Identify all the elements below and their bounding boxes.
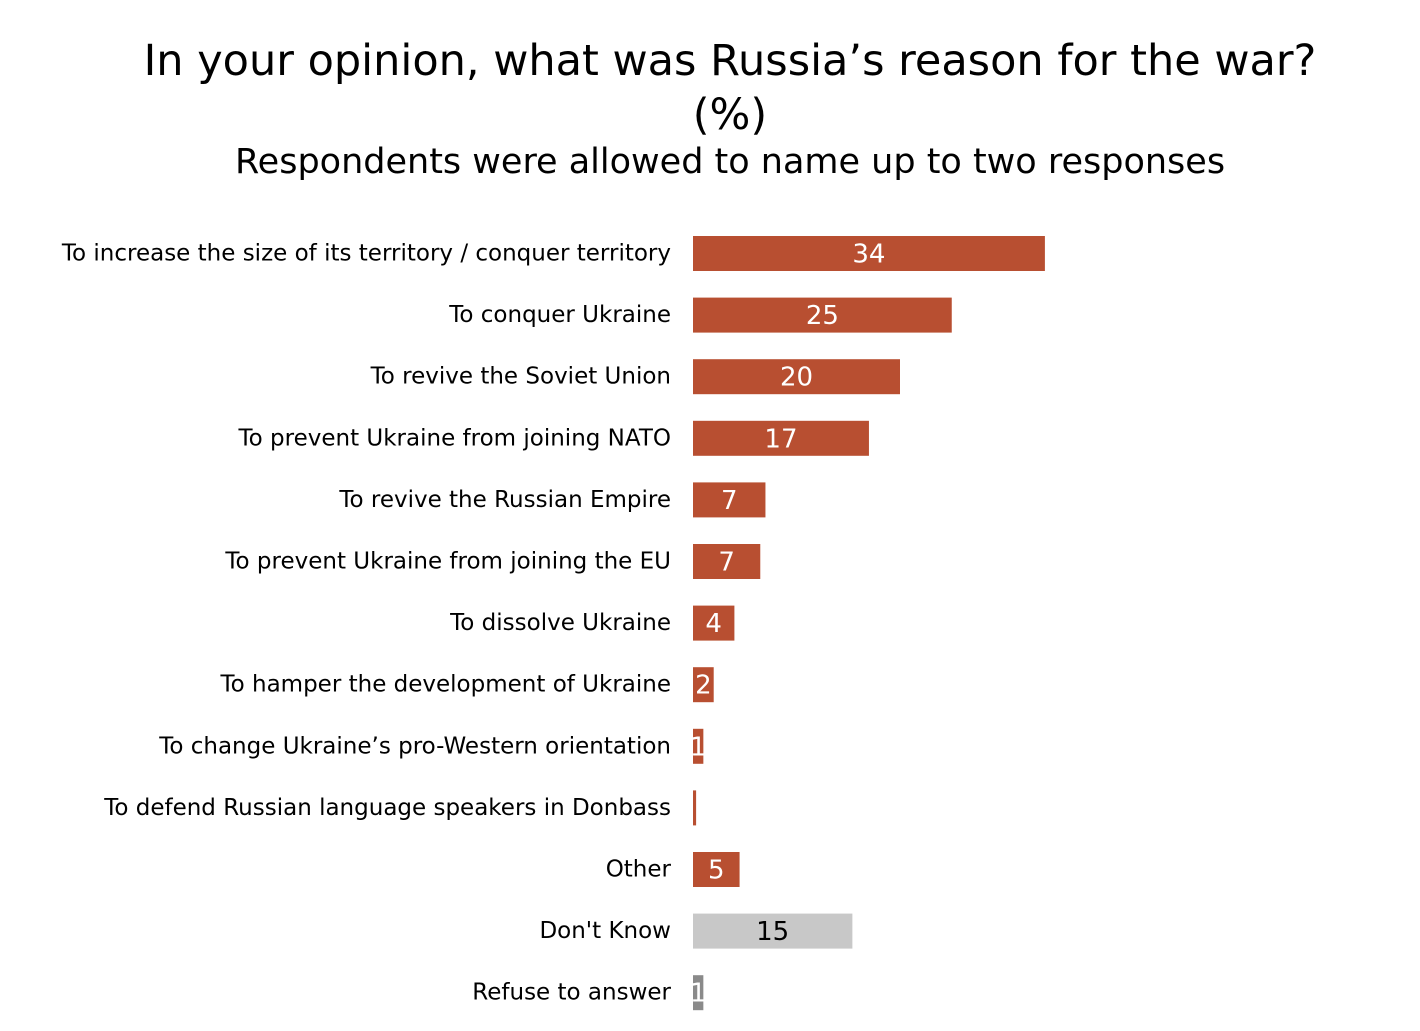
bars-group: To increase the size of its territory / … (61, 236, 1045, 1011)
chart-subtitle: Respondents were allowed to name up to t… (234, 142, 1226, 182)
data-label: 2 (695, 671, 712, 701)
category-label: To hamper the development of Ukraine (219, 672, 671, 698)
data-label: 34 (852, 240, 885, 270)
data-label: 5 (708, 856, 725, 886)
bar (693, 297, 952, 333)
category-label: Don't Know (539, 918, 671, 944)
data-label: 4 (705, 609, 722, 639)
data-label: 1 (690, 979, 707, 1009)
category-label: To dissolve Ukraine (449, 610, 671, 636)
bar (693, 420, 869, 456)
bar (693, 790, 697, 826)
category-label: To revive the Russian Empire (338, 487, 671, 513)
data-label: 7 (721, 486, 738, 516)
category-label: To defend Russian language speakers in D… (103, 795, 671, 821)
data-label: 25 (806, 301, 839, 331)
category-label: To increase the size of its territory / … (61, 241, 671, 267)
data-label: 17 (764, 424, 797, 454)
data-label: 1 (690, 732, 707, 762)
bar (693, 852, 740, 887)
category-label: To revive the Soviet Union (370, 364, 671, 390)
category-label: To change Ukraine’s pro-Western orientat… (158, 733, 671, 759)
data-label: 20 (780, 363, 813, 393)
bar (693, 544, 761, 579)
data-label: 7 (718, 548, 735, 578)
data-label: 15 (756, 917, 789, 947)
bar (693, 667, 714, 703)
category-label: To prevent Ukraine from joining NATO (238, 425, 671, 451)
bar (693, 359, 900, 395)
category-label: Refuse to answer (472, 980, 671, 1006)
bar (693, 482, 766, 518)
bar (693, 605, 735, 641)
category-label: Other (606, 857, 672, 883)
bar (693, 975, 704, 1011)
bar (693, 728, 704, 764)
bar (693, 236, 1045, 271)
bar (693, 913, 853, 949)
category-label: To prevent Ukraine from joining the EU (224, 549, 671, 575)
chart-title: In your opinion, what was Russia’s reaso… (143, 36, 1317, 140)
category-label: To conquer Ukraine (448, 302, 671, 328)
